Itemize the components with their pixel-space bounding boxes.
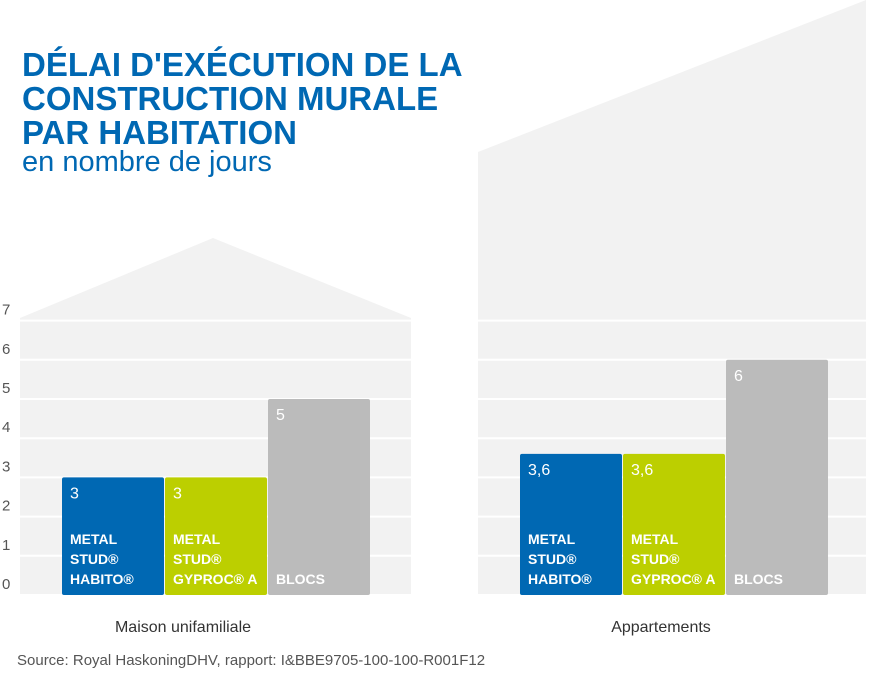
y-tick-label: 0	[2, 576, 10, 593]
bar	[623, 453, 725, 595]
bar-value-label: 5	[276, 407, 285, 424]
bar	[268, 399, 370, 595]
bar-series-label: BLOCS	[276, 571, 325, 587]
x-category-label: Maison unifamiliale	[115, 619, 251, 636]
chart-title-line: DÉLAI D'EXÉCUTION DE LA	[22, 46, 463, 83]
chart-title: DÉLAI D'EXÉCUTION DE LA CONSTRUCTION MUR…	[22, 48, 582, 150]
bar-series-label: METAL	[70, 531, 118, 547]
chart-title-line: PAR HABITATION	[22, 114, 297, 151]
bar-value-label: 3,6	[631, 462, 653, 479]
bar-series-label: STUD®	[631, 551, 680, 567]
bar-series-label: HABITO®	[70, 571, 134, 587]
bar-series-label: GYPROC® A	[631, 571, 715, 587]
y-tick-label: 6	[2, 341, 10, 358]
bar	[165, 477, 267, 595]
source-note: Source: Royal HaskoningDHV, rapport: I&B…	[17, 652, 486, 669]
bar	[62, 477, 164, 595]
bar-value-label: 6	[734, 368, 743, 385]
x-category-label: Appartements	[611, 619, 711, 636]
y-tick-label: 1	[2, 537, 10, 554]
bar-series-label: METAL	[173, 531, 221, 547]
bar-value-label: 3,6	[528, 462, 550, 479]
bar-value-label: 3	[173, 485, 182, 502]
bar-series-label: STUD®	[528, 551, 577, 567]
bar	[520, 453, 622, 595]
chart-subtitle: en nombre de jours	[22, 146, 272, 178]
chart-title-line: CONSTRUCTION MURALE	[22, 80, 439, 117]
bar-series-label: STUD®	[173, 551, 222, 567]
bar-series-label: METAL	[528, 531, 576, 547]
bar	[726, 359, 828, 595]
bar-series-label: BLOCS	[734, 571, 783, 587]
y-tick-label: 2	[2, 498, 10, 515]
bar-series-label: HABITO®	[528, 571, 592, 587]
bar-value-label: 3	[70, 485, 79, 502]
y-tick-label: 5	[2, 380, 10, 397]
y-tick-label: 4	[2, 419, 10, 436]
bar-series-label: GYPROC® A	[173, 571, 257, 587]
bar-series-label: METAL	[631, 531, 679, 547]
y-tick-label: 7	[2, 302, 10, 319]
bar-series-label: STUD®	[70, 551, 119, 567]
y-tick-label: 3	[2, 458, 10, 475]
